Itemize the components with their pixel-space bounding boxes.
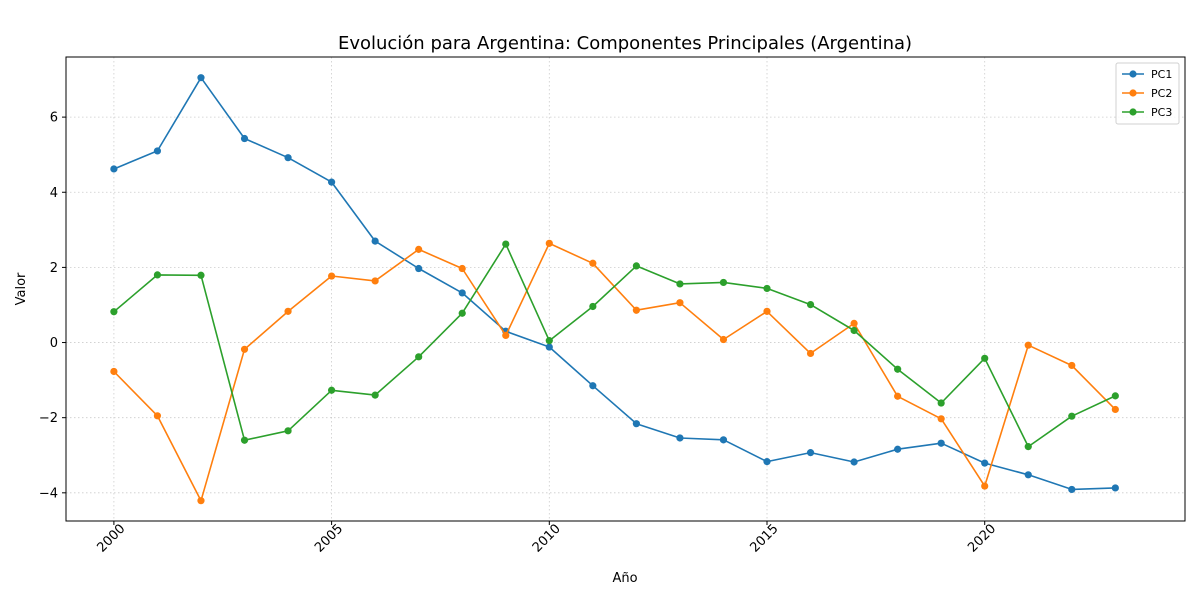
data-point-pc3 xyxy=(240,436,249,444)
legend-marker-pc2 xyxy=(1129,89,1137,97)
data-point-pc2 xyxy=(632,306,640,314)
legend-label-pc3: PC3 xyxy=(1151,106,1172,119)
data-point-pc1 xyxy=(415,264,423,273)
legend-marker-pc1 xyxy=(1129,70,1137,78)
data-point-pc1 xyxy=(894,445,902,453)
data-point-pc3 xyxy=(589,302,597,311)
data-point-pc2 xyxy=(502,331,510,339)
data-point-pc1 xyxy=(458,289,466,297)
data-point-pc2 xyxy=(545,239,553,247)
data-point-pc1 xyxy=(1068,485,1076,494)
y-tick-label: −4 xyxy=(39,486,58,501)
y-axis-label: Valor xyxy=(14,272,29,305)
series-pc3 xyxy=(110,240,1119,451)
data-point-pc1 xyxy=(850,458,858,466)
data-point-pc2 xyxy=(981,482,989,490)
data-point-pc3 xyxy=(763,284,771,293)
data-point-pc3 xyxy=(1024,443,1032,451)
data-point-pc3 xyxy=(545,337,553,345)
legend-label-pc1: PC1 xyxy=(1151,68,1172,81)
y-tick-label: −2 xyxy=(39,411,58,426)
legend-marker-pc3 xyxy=(1129,108,1137,116)
data-point-pc1 xyxy=(284,154,292,162)
data-point-pc1 xyxy=(1111,484,1119,492)
data-point-pc1 xyxy=(371,237,379,245)
data-point-pc2 xyxy=(763,307,771,315)
data-point-pc3 xyxy=(632,262,640,270)
data-point-pc1 xyxy=(589,382,597,390)
data-point-pc3 xyxy=(676,280,684,288)
data-point-pc1 xyxy=(937,439,945,447)
data-point-pc1 xyxy=(327,178,336,186)
data-point-pc2 xyxy=(240,345,249,353)
data-point-pc3 xyxy=(1111,392,1119,400)
series-layer xyxy=(110,74,1119,505)
data-point-pc3 xyxy=(371,391,379,399)
data-point-pc1 xyxy=(763,458,771,466)
data-point-pc3 xyxy=(197,271,205,279)
data-point-pc1 xyxy=(806,449,815,457)
data-point-pc3 xyxy=(850,326,858,335)
data-point-pc3 xyxy=(806,300,815,309)
data-point-pc2 xyxy=(1024,341,1032,349)
data-point-pc2 xyxy=(937,415,945,423)
y-tick-label: 0 xyxy=(50,336,58,351)
data-point-pc2 xyxy=(197,497,205,505)
chart-title: Evolución para Argentina: Componentes Pr… xyxy=(338,33,912,54)
data-point-pc2 xyxy=(110,367,118,376)
legend: PC1 PC2 PC3 xyxy=(1115,62,1180,125)
data-point-pc2 xyxy=(850,319,858,327)
data-point-pc2 xyxy=(458,264,466,273)
data-point-pc1 xyxy=(197,74,205,82)
data-point-pc1 xyxy=(981,459,989,467)
data-point-pc2 xyxy=(894,392,902,400)
data-point-pc3 xyxy=(981,354,989,362)
data-point-pc2 xyxy=(806,349,815,358)
data-point-pc1 xyxy=(545,343,553,351)
x-axis-label: Año xyxy=(612,571,637,586)
data-point-pc3 xyxy=(110,308,118,316)
data-point-pc3 xyxy=(937,399,945,407)
data-point-pc1 xyxy=(1024,471,1032,479)
data-point-pc3 xyxy=(153,271,162,279)
data-point-pc3 xyxy=(894,365,902,373)
y-tick-label: 2 xyxy=(50,261,58,276)
series-pc1 xyxy=(110,74,1119,494)
data-point-pc3 xyxy=(502,240,510,248)
plot-frame xyxy=(65,56,1186,522)
data-point-pc1 xyxy=(676,434,684,442)
y-tick-label: 6 xyxy=(50,111,58,126)
data-point-pc1 xyxy=(110,165,118,173)
data-point-pc2 xyxy=(327,272,336,280)
data-point-pc3 xyxy=(719,278,728,287)
data-point-pc2 xyxy=(719,335,728,344)
data-point-pc2 xyxy=(589,259,597,267)
data-point-pc3 xyxy=(458,309,466,317)
data-point-pc3 xyxy=(284,427,292,435)
data-point-pc3 xyxy=(1068,412,1076,420)
data-point-pc3 xyxy=(415,353,423,361)
data-point-pc2 xyxy=(284,307,292,315)
legend-label-pc2: PC2 xyxy=(1151,87,1172,100)
data-point-pc2 xyxy=(153,412,162,420)
data-point-pc1 xyxy=(632,420,640,428)
data-point-pc1 xyxy=(719,436,728,444)
data-point-pc2 xyxy=(1111,405,1119,414)
data-point-pc2 xyxy=(371,277,379,285)
data-point-pc3 xyxy=(327,386,336,394)
data-point-pc2 xyxy=(1068,361,1076,370)
data-point-pc2 xyxy=(676,299,684,307)
data-point-pc1 xyxy=(153,147,162,155)
data-point-pc2 xyxy=(415,245,423,253)
series-line-pc3 xyxy=(113,243,1116,448)
data-point-pc1 xyxy=(240,134,249,143)
y-tick-label: 4 xyxy=(50,186,58,201)
series-line-pc1 xyxy=(113,76,1116,491)
